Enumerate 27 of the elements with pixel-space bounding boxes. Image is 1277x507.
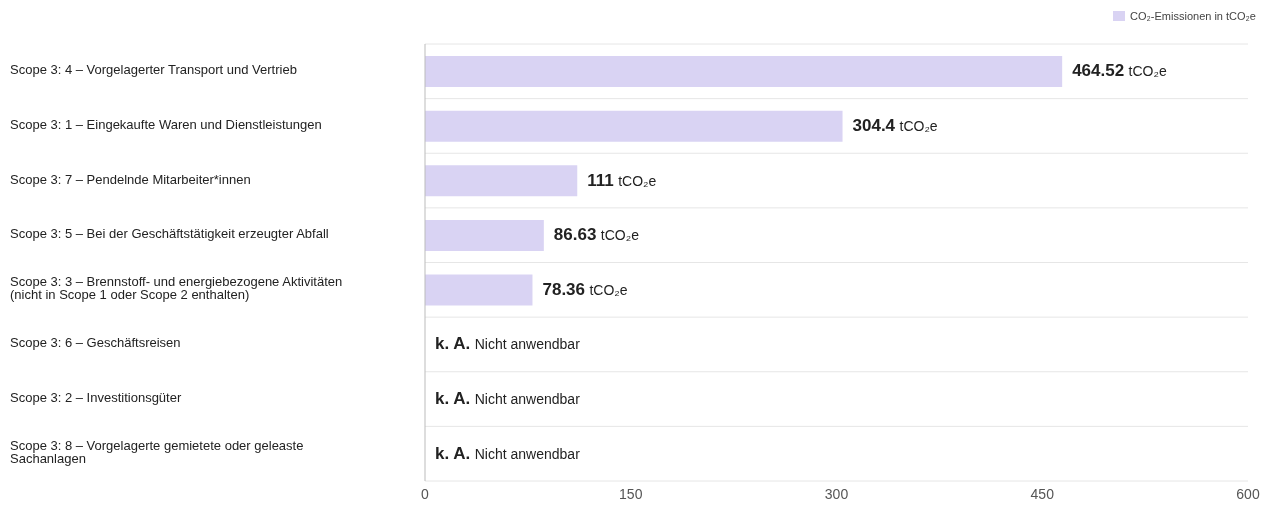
bar (425, 110, 843, 142)
bar (425, 56, 1063, 88)
y-tick-label: Scope 3: 7 – Pendelnde Mitarbeiter*innen (10, 172, 251, 187)
x-tick-label: 0 (421, 485, 430, 502)
bar (425, 219, 544, 251)
text: k. A. Nicht anwendbar (435, 443, 580, 463)
data-label: 464.52 tCO₂e (1072, 61, 1167, 81)
data-label: 111 tCO₂e (587, 170, 657, 190)
text: k. A. Nicht anwendbar (435, 334, 580, 354)
x-tick-label: 150 (619, 485, 643, 502)
legend-label: CO₂-Emissionen in tCO₂e (1130, 10, 1256, 22)
text: k. A. Nicht anwendbar (435, 389, 580, 409)
x-tick-label: 450 (1030, 485, 1055, 502)
data-label: 304.4 tCO₂e (852, 115, 938, 135)
y-tick-label: Scope 3: 8 – Vorgelagerte gemietete oder geleaste Sachanlagen (10, 438, 304, 467)
x-tick-label: 300 (824, 485, 849, 502)
y-tick-label: Scope 3: 5 – Bei der Geschäftstätigkeit erzeugter Abfall (10, 226, 329, 242)
y-tick-label: Scope 3: 1 – Eingekaufte Waren und Dienstleistungen (10, 117, 322, 133)
bar (425, 165, 578, 197)
data-label: 78.36 tCO₂e (542, 279, 628, 299)
bar (425, 274, 533, 306)
y-tick-label: Scope 3: 2 – Investitionsgüter (10, 390, 182, 406)
data-label: 86.63 tCO₂e (553, 225, 639, 245)
x-tick-label: 600 (1236, 485, 1260, 502)
y-tick-label: Scope 3: 4 – Vorgelagerter Transport und Vertrieb (10, 62, 297, 78)
y-tick-label: Scope 3: 3 – Brennstoff- und energiebezogene Aktivitäten (nicht in Scope 1 oder Scope 2 enthalten) (10, 274, 343, 303)
y-tick-label: Scope 3: 6 – Geschäftsreisen (10, 335, 181, 351)
